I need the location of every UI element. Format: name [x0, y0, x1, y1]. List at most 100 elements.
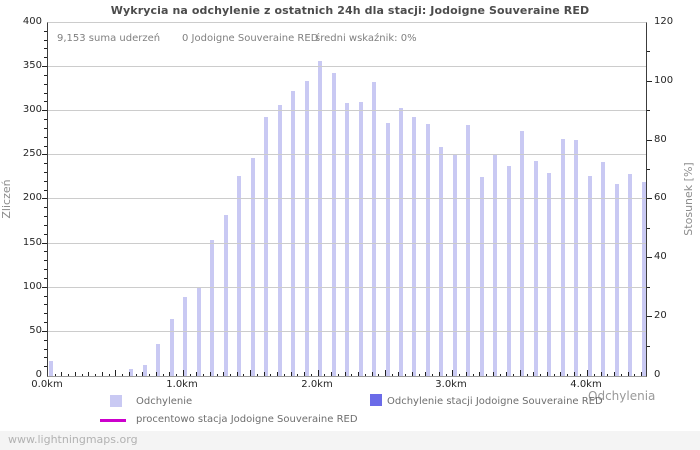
right-axis-tick-label: 20 [654, 310, 667, 321]
gridline [48, 66, 646, 67]
x-axis-tick [176, 374, 177, 376]
left-axis-tick [44, 40, 47, 41]
gridline [48, 154, 646, 155]
bar [264, 117, 269, 376]
x-axis-tick [345, 372, 346, 376]
x-axis-tick [115, 370, 116, 376]
x-axis-tick [190, 374, 191, 376]
bar [587, 176, 592, 376]
left-axis-tick-label: 100 [22, 281, 42, 292]
watermark: www.lightningmaps.org [8, 433, 138, 446]
x-axis-tick [149, 374, 150, 376]
left-axis-tick [42, 243, 47, 244]
x-axis-tick [210, 372, 211, 376]
x-axis-tick [163, 374, 164, 376]
left-axis-tick [44, 75, 47, 76]
x-axis-tick [61, 372, 62, 376]
left-axis-title: Zliczeń [0, 179, 13, 219]
x-axis-tick [419, 374, 420, 376]
left-axis-tick [44, 207, 47, 208]
x-axis-tick [270, 374, 271, 376]
left-axis-tick-label: 0 [35, 369, 42, 380]
bar [412, 117, 417, 376]
bar [210, 240, 215, 376]
x-axis-tick [513, 374, 514, 376]
bar [439, 147, 444, 376]
legend-swatch-deviation [110, 395, 122, 407]
right-axis-tick-label: 120 [654, 16, 674, 27]
x-axis-tick [55, 374, 56, 376]
x-axis-tick [203, 374, 204, 376]
right-axis-tick-label: 100 [654, 75, 674, 86]
left-axis-tick [44, 128, 47, 129]
bar [547, 173, 552, 376]
x-axis-tick [493, 372, 494, 376]
x-axis-tick [425, 372, 426, 376]
bar [237, 176, 242, 376]
x-axis-tick [169, 372, 170, 376]
bar [250, 158, 255, 376]
x-axis-tick [405, 374, 406, 376]
bar [156, 344, 161, 376]
x-axis-tick [634, 374, 635, 376]
x-axis-tick [412, 372, 413, 376]
summary-avg-indicator: średni wskaźnik: 0% [315, 33, 417, 44]
x-axis-tick [237, 372, 238, 376]
x-axis-tick [217, 374, 218, 376]
x-axis-tick [459, 374, 460, 376]
x-axis-tick [95, 374, 96, 376]
x-axis-tick [136, 374, 137, 376]
x-axis-tick [318, 370, 319, 376]
left-axis-tick [44, 357, 47, 358]
x-axis-tick [486, 374, 487, 376]
x-axis-tick [358, 372, 359, 376]
bar [614, 184, 619, 376]
bar [331, 73, 336, 376]
right-axis-tick [647, 140, 652, 141]
x-axis-tick [473, 374, 474, 376]
plot-area [47, 22, 647, 377]
left-axis-tick [44, 260, 47, 261]
left-axis-tick [44, 234, 47, 235]
footer-band [0, 431, 700, 450]
x-axis-tick [540, 374, 541, 376]
x-axis-tick [628, 372, 629, 376]
bar [466, 125, 471, 376]
left-axis-tick [44, 322, 47, 323]
x-axis-tick [574, 372, 575, 376]
right-axis-tick [647, 346, 650, 347]
left-axis-tick-label: 50 [29, 325, 42, 336]
x-axis-tick [547, 372, 548, 376]
gridline [48, 331, 646, 332]
x-axis-tick [641, 372, 642, 376]
left-axis-tick-label: 300 [22, 104, 42, 115]
bar [560, 139, 565, 376]
left-axis-tick [44, 172, 47, 173]
left-axis-tick [44, 146, 47, 147]
x-axis-tick [466, 372, 467, 376]
right-axis-tick [647, 81, 652, 82]
x-axis-tick-label: 0.0km [31, 379, 63, 390]
right-axis-title: Stosunek [%] [682, 162, 695, 236]
bar [304, 81, 309, 376]
legend-swatch-station-deviation [370, 394, 382, 406]
x-axis-tick [365, 374, 366, 376]
left-axis-tick [42, 154, 47, 155]
right-axis-tick [647, 257, 652, 258]
left-axis-tick-label: 350 [22, 60, 42, 71]
bar [425, 124, 430, 376]
x-axis-tick [257, 374, 258, 376]
x-axis-tick [439, 372, 440, 376]
right-axis-tick [647, 51, 650, 52]
left-axis-tick [44, 225, 47, 226]
chart-title: Wykrycia na odchylenie z ostatnich 24h d… [110, 4, 590, 17]
bar [479, 177, 484, 376]
x-axis-tick [385, 370, 386, 376]
x-axis-tick [129, 372, 130, 376]
gridline [48, 110, 646, 111]
right-axis-tick-label: 80 [654, 134, 667, 145]
left-axis-tick [44, 340, 47, 341]
left-axis-tick [44, 48, 47, 49]
left-axis-tick [44, 57, 47, 58]
